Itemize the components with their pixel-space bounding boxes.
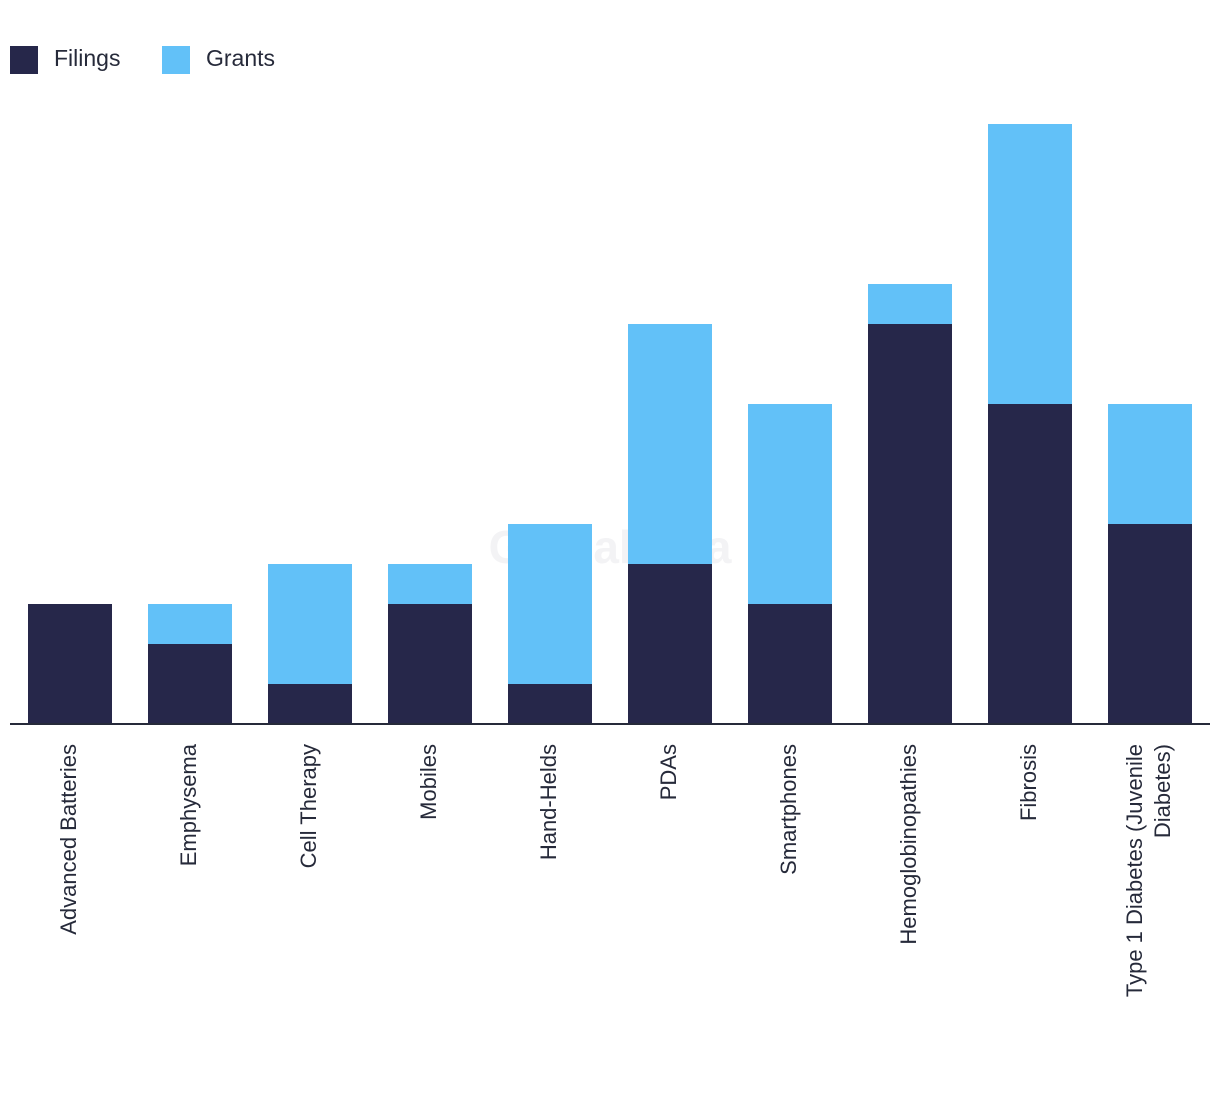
bar-grants-hand-helds (508, 524, 592, 684)
legend: Filings Grants (10, 45, 275, 74)
bar-grants-pdas (628, 324, 712, 564)
x-tick-label-pdas: PDAs (656, 744, 681, 800)
bar-filings-type-1-diabetes-juvenile-diabetes (1108, 524, 1192, 724)
legend-swatch-grants (162, 46, 190, 74)
bar-filings-advanced-batteries (28, 604, 112, 724)
bar-filings-hand-helds (508, 684, 592, 724)
x-tick-label-cell-therapy: Cell Therapy (296, 744, 321, 868)
bar-filings-mobiles (388, 604, 472, 724)
x-tick-label-smartphones: Smartphones (776, 744, 801, 875)
x-tick-label-type-1-diabetes-juvenile-diabetes-line-2: Diabetes) (1150, 744, 1175, 838)
bar-filings-fibrosis (988, 404, 1072, 724)
legend-label-filings: Filings (54, 45, 120, 71)
bar-grants-hemoglobinopathies (868, 284, 952, 324)
bar-filings-cell-therapy (268, 684, 352, 724)
bar-grants-type-1-diabetes-juvenile-diabetes (1108, 404, 1192, 524)
bars-group (28, 124, 1192, 724)
x-tick-label-hemoglobinopathies: Hemoglobinopathies (896, 744, 921, 945)
x-tick-label-emphysema: Emphysema (176, 743, 201, 866)
x-tick-label-hand-helds: Hand-Helds (536, 744, 561, 860)
bar-filings-emphysema (148, 644, 232, 724)
bar-grants-cell-therapy (268, 564, 352, 684)
x-tick-labels: Advanced Batteries Emphysema Cell Therapy M… (56, 743, 1175, 997)
bar-filings-hemoglobinopathies (868, 324, 952, 724)
legend-swatch-filings (10, 46, 38, 74)
x-tick-label-type-1-diabetes-juvenile-diabetes-line-1: Type 1 Diabetes (Juvenile (1122, 744, 1147, 997)
x-tick-label-advanced-batteries: Advanced Batteries (56, 744, 81, 935)
x-tick-label-mobiles: Mobiles (416, 744, 441, 820)
bar-grants-mobiles (388, 564, 472, 604)
x-tick-label-fibrosis: Fibrosis (1016, 744, 1041, 821)
legend-label-grants: Grants (206, 45, 275, 71)
bar-filings-pdas (628, 564, 712, 724)
bar-grants-fibrosis (988, 124, 1072, 404)
bar-grants-emphysema (148, 604, 232, 644)
bar-filings-smartphones (748, 604, 832, 724)
bar-grants-smartphones (748, 404, 832, 604)
